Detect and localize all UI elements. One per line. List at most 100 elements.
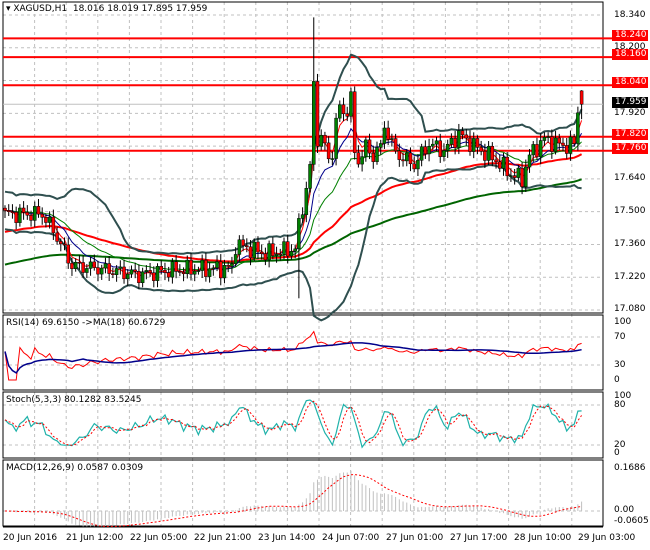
bollinger-upper-band [4, 53, 583, 255]
rsi-tick: 0 [614, 375, 620, 385]
bearish-candle [241, 239, 245, 246]
stoch-tick: 20 [614, 440, 626, 450]
bullish-candle [88, 261, 93, 269]
bullish-candle [516, 167, 521, 178]
bullish-candle [501, 156, 506, 169]
price-tick: 17.920 [614, 108, 646, 118]
macd-tick: 0.00 [614, 505, 635, 515]
bullish-candle [114, 268, 119, 275]
bearish-candle [174, 261, 178, 272]
stoch-panel [2, 391, 604, 459]
bearish-candle [92, 261, 97, 268]
bullish-candle [230, 263, 234, 267]
bearish-candle [248, 246, 253, 259]
bearish-candle [70, 262, 74, 269]
bearish-candle [152, 272, 156, 281]
bullish-candle [338, 104, 342, 119]
bearish-candle [133, 269, 137, 272]
bearish-candle [579, 90, 584, 105]
bullish-candle [207, 268, 212, 277]
bullish-candle [289, 251, 294, 257]
bearish-candle [397, 150, 402, 160]
bullish-candle [542, 137, 547, 141]
bullish-candle [375, 147, 379, 162]
stoch-label: Stoch(5,3,3) 80.1282 83.5245 [6, 395, 142, 405]
bearish-candle [219, 261, 223, 279]
bearish-candle [166, 272, 171, 278]
fast-ma-blue [4, 127, 583, 275]
bearish-candle [204, 259, 208, 277]
stoch-main-line [4, 399, 582, 449]
bearish-candle [111, 273, 115, 275]
bullish-candle [126, 273, 130, 280]
bullish-candle [538, 140, 543, 158]
current-price-label: 17.959 [612, 97, 648, 108]
bearish-candle [29, 214, 33, 221]
macd-signal-line [4, 474, 582, 527]
bearish-candle [245, 245, 249, 248]
rsi-line [4, 330, 582, 381]
level-label-17760: 17.760 [612, 143, 648, 154]
time-tick: 22 Jun 21:00 [194, 533, 252, 543]
bullish-candle [445, 143, 450, 151]
main-panel [2, 1, 604, 314]
bearish-candle [512, 175, 517, 178]
bullish-candle [103, 263, 108, 269]
bullish-candle [192, 270, 197, 275]
bullish-candle [330, 158, 335, 160]
bearish-candle [263, 253, 268, 261]
bearish-candle [367, 139, 372, 154]
bullish-candle [196, 270, 201, 272]
time-tick: 23 Jun 14:00 [258, 533, 316, 543]
bearish-candle [59, 241, 63, 245]
bullish-candle [390, 138, 394, 140]
time-tick: 27 Jun 17:00 [450, 533, 508, 543]
bearish-candle [55, 232, 59, 242]
bearish-candle [178, 271, 182, 273]
collapse-triangle-icon[interactable]: ▾ [6, 4, 14, 14]
ohlc-label: 18.016 18.019 17.895 17.959 [72, 4, 208, 14]
bullish-candle [129, 269, 134, 275]
bullish-candle [73, 262, 78, 269]
bollinger-lower-band [4, 164, 582, 322]
price-tick: 17.360 [614, 239, 646, 249]
bearish-candle [438, 140, 442, 157]
bearish-candle [412, 163, 416, 170]
bullish-candle [118, 266, 123, 269]
bullish-candle [360, 156, 364, 165]
bearish-candle [557, 137, 562, 144]
bearish-candle [479, 147, 483, 152]
bullish-candle [233, 254, 238, 265]
rsi-tick: 70 [614, 332, 626, 342]
bullish-candle [378, 143, 383, 148]
bullish-candle [546, 136, 550, 138]
bearish-candle [256, 241, 260, 253]
stoch-signal-line [4, 400, 583, 446]
macd-tick: 0.1686 [614, 463, 646, 473]
rsi-label: RSI(14) 69.6150 ->MA(18) 60.6729 [6, 318, 166, 328]
bullish-candle [553, 137, 558, 152]
bullish-candle [99, 267, 104, 275]
bearish-candle [259, 251, 264, 254]
bearish-candle [408, 152, 413, 165]
bullish-candle [416, 160, 420, 170]
bullish-candle [297, 218, 301, 250]
bullish-candle [47, 216, 52, 223]
bullish-candle [85, 268, 89, 273]
bearish-candle [483, 150, 487, 161]
bearish-candle [40, 213, 44, 218]
bearish-candle [393, 138, 398, 152]
bearish-candle [345, 113, 349, 117]
bullish-candle [527, 154, 532, 168]
symbol-label: XAGUSD,H1 [13, 4, 68, 14]
level-label-18160: 18.160 [612, 49, 648, 60]
bearish-candle [159, 266, 163, 271]
bullish-candle [140, 271, 145, 283]
bearish-candle [475, 138, 480, 148]
stoch-tick: 80 [614, 400, 626, 410]
bullish-candle [509, 175, 513, 177]
bullish-candle [185, 259, 190, 275]
price-tick: 17.500 [614, 206, 646, 216]
